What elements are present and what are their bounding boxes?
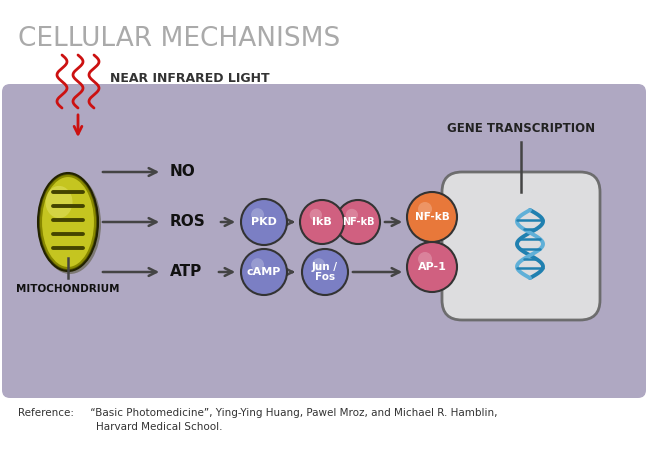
Text: CELLULAR MECHANISMS: CELLULAR MECHANISMS — [18, 26, 340, 52]
Text: Reference:     “Basic Photomedicine”, Ying-Ying Huang, Pawel Mroz, and Michael R: Reference: “Basic Photomedicine”, Ying-Y… — [18, 408, 497, 418]
Text: AP-1: AP-1 — [417, 262, 447, 272]
Circle shape — [302, 249, 348, 295]
Ellipse shape — [38, 173, 98, 271]
Circle shape — [241, 199, 287, 245]
Circle shape — [418, 252, 432, 266]
Circle shape — [407, 242, 457, 292]
Text: NF-kB: NF-kB — [415, 212, 449, 222]
Circle shape — [336, 200, 380, 244]
Ellipse shape — [39, 174, 101, 274]
Circle shape — [241, 249, 287, 295]
FancyBboxPatch shape — [442, 172, 600, 320]
Circle shape — [251, 258, 264, 271]
Text: NEAR INFRARED LIGHT: NEAR INFRARED LIGHT — [110, 72, 270, 85]
Ellipse shape — [46, 186, 73, 218]
Circle shape — [346, 209, 358, 221]
FancyBboxPatch shape — [2, 84, 646, 398]
Text: cAMP: cAMP — [247, 267, 281, 277]
Text: ATP: ATP — [170, 264, 202, 280]
Text: MITOCHONDRIUM: MITOCHONDRIUM — [16, 284, 120, 294]
Text: IkB: IkB — [312, 217, 332, 227]
Text: NF-kB: NF-kB — [342, 217, 374, 227]
Circle shape — [418, 202, 432, 216]
Text: Harvard Medical School.: Harvard Medical School. — [18, 422, 222, 432]
Circle shape — [312, 258, 325, 271]
Circle shape — [407, 192, 457, 242]
Circle shape — [300, 200, 344, 244]
Text: NO: NO — [170, 164, 196, 180]
Text: GENE TRANSCRIPTION: GENE TRANSCRIPTION — [447, 122, 595, 135]
Circle shape — [251, 208, 264, 221]
Text: ROS: ROS — [170, 214, 206, 230]
Text: PKD: PKD — [251, 217, 277, 227]
Text: Jun /
Fos: Jun / Fos — [312, 262, 338, 282]
Ellipse shape — [41, 176, 95, 268]
Circle shape — [309, 209, 322, 221]
